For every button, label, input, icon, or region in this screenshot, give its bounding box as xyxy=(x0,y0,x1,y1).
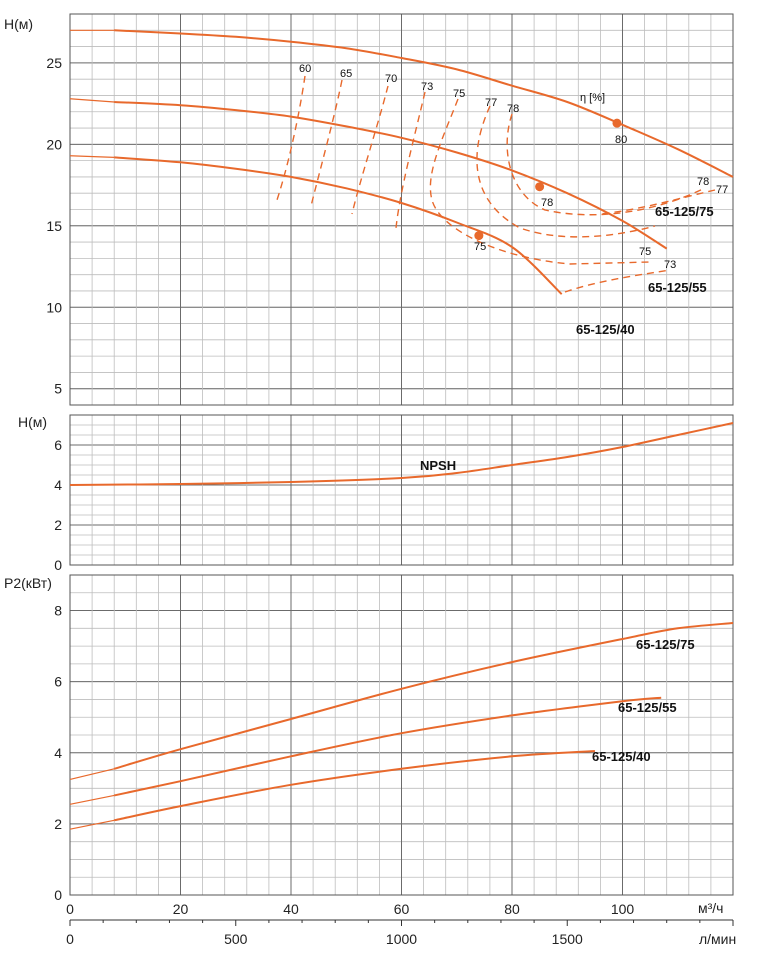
efficiency-axis-label: η [%] xyxy=(580,92,605,104)
efficiency-label: 78 xyxy=(507,103,519,115)
xtick-m3h: 60 xyxy=(394,901,410,917)
power-curve-65-125/40 xyxy=(113,750,595,822)
series-label-40: 65-125/40 xyxy=(576,322,635,337)
npsh-ytick: 6 xyxy=(54,437,62,453)
bep-point-78 xyxy=(535,182,545,192)
power-series-label-40: 65-125/40 xyxy=(592,749,651,764)
iso-efficiency-curve xyxy=(310,79,343,207)
bep-point-80 xyxy=(612,118,622,128)
npsh-ytick: 0 xyxy=(54,557,62,573)
power-series-label-55: 65-125/55 xyxy=(618,700,677,715)
efficiency-label: 75 xyxy=(453,88,465,100)
series-label-55: 65-125/55 xyxy=(648,280,707,295)
head-ytick: 10 xyxy=(46,299,62,315)
npsh-series-label: NPSH xyxy=(420,458,456,473)
npsh-ytick: 2 xyxy=(54,517,62,533)
efficiency-label: 78 xyxy=(697,176,709,188)
flow-unit-m3h: м³/ч xyxy=(698,900,723,916)
xtick-lmin: 0 xyxy=(66,931,74,947)
power-panel-frame xyxy=(69,574,734,896)
npsh-curve xyxy=(69,422,734,486)
xtick-lmin: 500 xyxy=(224,931,248,947)
power-ytick: 4 xyxy=(54,745,62,761)
xtick-lmin: 1000 xyxy=(386,931,417,947)
iso-efficiency-curve xyxy=(395,91,426,229)
head-curve-65-125/75 xyxy=(114,29,734,178)
head-ytick: 15 xyxy=(46,218,62,234)
xtick-m3h: 100 xyxy=(611,901,635,917)
efficiency-label: 78 xyxy=(541,197,553,209)
iso-efficiency-curve xyxy=(564,269,671,293)
iso-efficiency-curve xyxy=(506,113,706,216)
efficiency-label: 75 xyxy=(474,241,486,253)
power-panel-ylabel: P2(кВт) xyxy=(4,575,52,591)
xtick-m3h: 0 xyxy=(66,901,74,917)
head-ytick: 5 xyxy=(54,381,62,397)
power-curve-stub xyxy=(69,794,115,805)
head-curve-65-125/40 xyxy=(114,156,563,295)
npsh-panel-ylabel: H(м) xyxy=(18,414,47,430)
efficiency-label: 75 xyxy=(639,246,651,258)
efficiency-label: 73 xyxy=(664,259,676,271)
flow-unit-lmin: л/мин xyxy=(699,931,736,947)
npsh-panel-frame xyxy=(69,414,734,566)
bep-point-75 xyxy=(474,231,484,241)
xtick-m3h: 20 xyxy=(173,901,189,917)
head-panel-frame xyxy=(69,13,734,406)
power-ytick: 6 xyxy=(54,674,62,690)
efficiency-label: 73 xyxy=(421,81,433,93)
efficiency-label: 77 xyxy=(485,97,497,109)
series-label-75: 65-125/75 xyxy=(655,204,714,219)
efficiency-label: 60 xyxy=(299,63,311,75)
efficiency-label: 80 xyxy=(615,134,627,146)
xtick-lmin: 1500 xyxy=(552,931,583,947)
head-panel-ylabel: H(м) xyxy=(4,16,33,32)
power-ytick: 0 xyxy=(54,887,62,903)
head-ytick: 25 xyxy=(46,55,62,71)
head-curve-stub xyxy=(69,98,115,103)
grid-layer xyxy=(69,13,734,926)
xtick-m3h: 40 xyxy=(283,901,299,917)
head-ytick: 20 xyxy=(46,136,62,152)
power-curve-65-125/75 xyxy=(113,622,734,770)
iso-efficiency-curve xyxy=(276,75,306,201)
efficiency-label: 77 xyxy=(716,184,728,196)
iso-efficiency-curve xyxy=(476,105,656,238)
npsh-ytick: 4 xyxy=(54,477,62,493)
head-curve-stub xyxy=(69,155,115,158)
xtick-m3h: 80 xyxy=(504,901,520,917)
power-series-label-75: 65-125/75 xyxy=(636,637,695,652)
power-curve-stub xyxy=(69,768,115,781)
iso-efficiency-curve xyxy=(351,85,389,215)
curves-layer xyxy=(69,29,734,830)
efficiency-label: 70 xyxy=(385,73,397,85)
efficiency-label: 65 xyxy=(340,68,352,80)
iso-efficiency-curve xyxy=(429,98,651,265)
power-curve-stub xyxy=(69,819,115,830)
power-curve-65-125/55 xyxy=(113,696,662,797)
text-layer: H(м) H(м) P2(кВт) η [%] м³/ч л/мин 5 10 15… xyxy=(4,16,736,947)
head-curve-65-125/55 xyxy=(114,100,668,250)
power-ytick: 2 xyxy=(54,816,62,832)
power-ytick: 8 xyxy=(54,603,62,619)
